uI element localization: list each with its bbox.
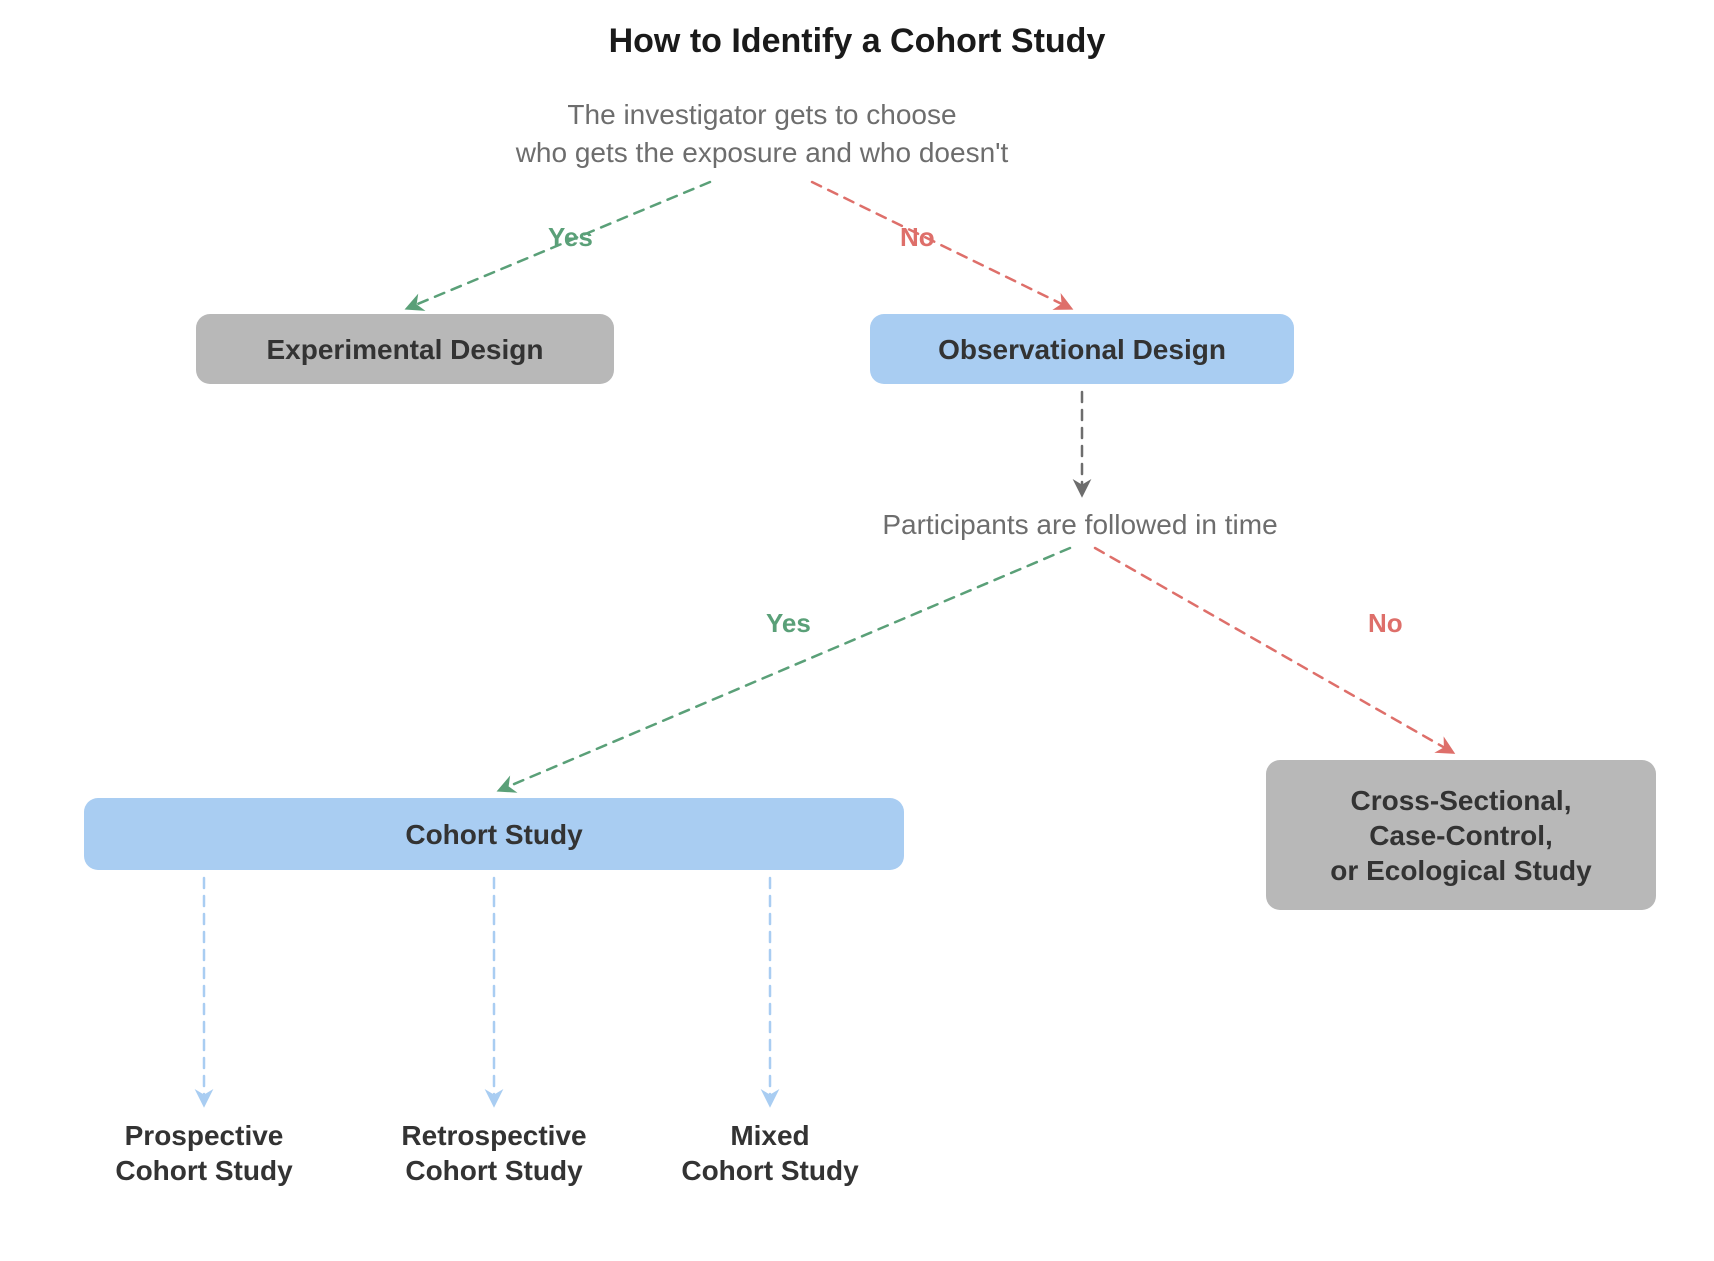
arrow-a-yes2	[500, 548, 1070, 790]
arrow-a-no1	[812, 182, 1070, 308]
node-cohort-study: Cohort Study	[84, 798, 904, 870]
diagram-title: How to Identify a Cohort Study	[0, 22, 1714, 61]
question-followed-in-time: Participants are followed in time	[882, 506, 1277, 544]
edge-label-yes-1: Yes	[548, 222, 593, 253]
edge-label-yes-2: Yes	[766, 608, 811, 639]
arrows-layer	[0, 0, 1714, 1261]
node-cross-sectional: Cross-Sectional, Case-Control, or Ecolog…	[1266, 760, 1656, 910]
leaf-retrospective: Retrospective Cohort Study	[401, 1118, 586, 1188]
node-experimental-design: Experimental Design	[196, 314, 614, 384]
arrow-a-no2	[1095, 548, 1452, 752]
edge-label-no-1: No	[900, 222, 935, 253]
leaf-mixed: Mixed Cohort Study	[681, 1118, 858, 1188]
leaf-prospective: Prospective Cohort Study	[115, 1118, 292, 1188]
edge-label-no-2: No	[1368, 608, 1403, 639]
question-investigator-chooses: The investigator gets to choose who gets…	[516, 96, 1009, 172]
node-observational-design: Observational Design	[870, 314, 1294, 384]
